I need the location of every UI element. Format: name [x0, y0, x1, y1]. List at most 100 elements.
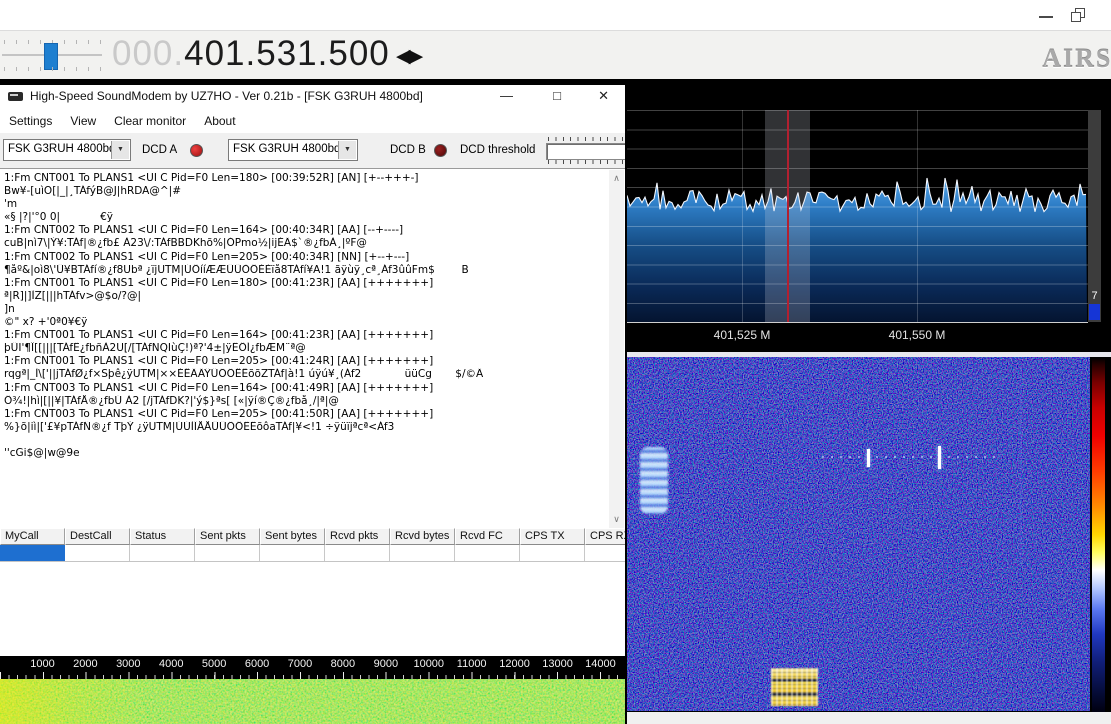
menu-item[interactable]: Settings: [9, 114, 53, 128]
menubar: Settings View Clear monitor About: [0, 108, 625, 133]
dcd-a-led: [190, 144, 203, 157]
slider-ticks: [4, 40, 102, 44]
scale-tick-label: 1000: [30, 658, 55, 670]
column-header[interactable]: CPS RX: [585, 528, 625, 545]
minimize-icon[interactable]: [1039, 16, 1053, 18]
tune-left-icon[interactable]: ◀: [396, 46, 411, 67]
monitor-line: cuB|nì7\|Ý¥:TÁf|®¿fb£ À23\/:TÁfBBDKhõ%|Ó…: [4, 237, 367, 250]
scale-tick-label: 6000: [244, 658, 270, 670]
column-header[interactable]: Sent pkts: [195, 528, 260, 545]
modem-b-value: FSK G3RUH 4800bd: [233, 143, 341, 155]
soundmodem-icon: [8, 92, 23, 101]
selected-cell[interactable]: [0, 545, 65, 561]
column-header[interactable]: CPS TX: [520, 528, 585, 545]
scale-tick-label: 11000: [456, 658, 487, 670]
frequency-axis-line: [627, 322, 1088, 323]
threshold-ticks: [548, 137, 625, 141]
connections-table: MyCall DestCall Status Sent pkts Sent bytes R…: [0, 528, 625, 568]
dcd-threshold-label: DCD threshold: [460, 144, 536, 156]
monitor-line: þÜI'¶Î[[|||[TÁfË¿fbñÀ2U[/[TÁfNQIùÇ!)ª?'4…: [4, 342, 306, 355]
scale-tick-label: 7000: [287, 658, 313, 670]
tune-arrows: ◀▶: [396, 45, 424, 68]
monitor-area[interactable]: 1:Fm CNT001 To PLANS1 <UI C Pid=F0 Len=1…: [0, 168, 625, 529]
modem-b-select[interactable]: FSK G3RUH 4800bd ▼: [228, 139, 358, 161]
column-header[interactable]: MyCall: [0, 528, 65, 545]
tuned-frequency-marker: [787, 110, 789, 322]
monitor-line: 1:Fm CNT003 To PLANS1 <UI C Pid=F0 Len=1…: [4, 381, 434, 394]
monitor-line: 1:Fm CNT002 To PLANS1 <UI C Pid=F0 Len=1…: [4, 224, 404, 237]
scroll-up-icon[interactable]: ∧: [613, 173, 620, 183]
table-row: [0, 545, 625, 562]
scrollbar[interactable]: ∧ ∨: [609, 170, 624, 528]
column-header[interactable]: DestCall: [65, 528, 130, 545]
monitor-line: ¶åº&|oì8\'Ü¥BTÁfí®¿f8Ubª ¿ïjUTM|ÚÔííÆÆÜÜ…: [4, 263, 469, 276]
modem-a-value: FSK G3RUH 4800bd: [8, 143, 116, 155]
monitor-line: 1:Fm CNT001 To PLANS1 <UI C Pid=F0 Len=1…: [4, 276, 434, 289]
spectrum-panel[interactable]: 7 401,525 M 401,550 M: [627, 85, 1111, 352]
frequency-scale: 1000 2000 3000 4000 5000 6000 7000 8000 9000 1000…: [0, 656, 625, 679]
scale-tick-marks: [0, 672, 625, 679]
scale-tick-label: 12000: [499, 658, 530, 670]
soundmodem-titlebar[interactable]: High-Speed SoundModem by UZ7HO - Ver 0.2…: [0, 85, 625, 108]
monitor-line: 1:Fm CNT002 To PLANS1 <UI C Pid=F0 Len=2…: [4, 250, 410, 263]
scale-tick-label: 13000: [542, 658, 573, 670]
scale-tick-label: 3000: [116, 658, 141, 670]
threshold-ticks: [548, 160, 625, 164]
monitor-line: 1:Fm CNT001 To PLANS1 <UI C Pid=F0 Len=1…: [4, 172, 419, 184]
monitor-line: «§ |?|'°0 0| €ÿ: [4, 211, 113, 224]
host-titlebar: [0, 0, 1111, 31]
monitor-text: 1:Fm CNT001 To PLANS1 <UI C Pid=F0 Len=1…: [4, 172, 607, 460]
frequency-prefix: 000.: [112, 34, 185, 73]
modem-a-select[interactable]: FSK G3RUH 4800bd ▼: [3, 139, 131, 161]
panel-divider: [627, 352, 1111, 357]
menu-item[interactable]: About: [204, 114, 236, 128]
monitor-line: ª|R]|]ÌZ[|||hTÁfv>@$o/?@|: [4, 289, 142, 302]
scale-labels: 1000 2000 3000 4000 5000 6000 7000 8000 9000 1000…: [21, 658, 622, 670]
signal-blob: [640, 447, 668, 514]
column-header[interactable]: Status: [130, 528, 195, 545]
tuning-slider[interactable]: [0, 31, 106, 79]
frequency-value: 401.531.500: [184, 34, 390, 73]
monitor-line: Bw¥-[uìO[|_|¸TÁfýB@J|hRDA@^|#: [4, 185, 182, 198]
threshold-track[interactable]: [546, 143, 625, 160]
tune-right-icon[interactable]: ▶: [408, 46, 424, 67]
waterfall-noise: [627, 357, 1090, 711]
scale-tick-label: 14000: [585, 658, 616, 670]
signal-dash: [938, 446, 941, 469]
monitor-line: [4, 434, 607, 447]
scroll-down-icon[interactable]: ∨: [613, 514, 620, 524]
restore-icon[interactable]: [1071, 8, 1085, 22]
sdr-toolbar: 000.401.531.500 ◀▶ AIRSPY: [0, 30, 1111, 79]
column-header[interactable]: Rcvd FC: [455, 528, 520, 545]
scale-tick-label: 2000: [73, 658, 98, 670]
spectrum-trace: [627, 177, 1087, 322]
range-slider-handle[interactable]: [1089, 304, 1100, 320]
monitor-line: ]n: [4, 302, 15, 315]
close-button[interactable]: ✕: [598, 88, 609, 103]
chevron-down-icon[interactable]: ▼: [338, 141, 356, 159]
scale-tick-label: 9000: [373, 658, 399, 670]
chevron-down-icon[interactable]: ▼: [111, 141, 129, 159]
column-header[interactable]: Sent bytes: [260, 528, 325, 545]
column-header[interactable]: Rcvd bytes: [390, 528, 455, 545]
scale-tick-label: 10000: [413, 658, 445, 670]
frequency-display[interactable]: 000.401.531.500: [112, 34, 390, 74]
dcd-b-label: DCD B: [390, 144, 426, 156]
monitor-line: ©" x? +'0ª0¥€ÿ: [4, 316, 88, 329]
sdr-waterfall[interactable]: [627, 357, 1111, 712]
minimize-button[interactable]: —: [500, 88, 513, 103]
monitor-line: Ô¾!|hì|[||¥|TÁfÅ®¿fbÚ À2 [/jTÁfDK?|'ý$}ª…: [4, 394, 339, 407]
dcd-a-label: DCD A: [142, 144, 178, 156]
range-slider-bar[interactable]: 7: [1088, 110, 1101, 322]
maximize-button[interactable]: □: [553, 88, 561, 103]
menu-item[interactable]: Clear monitor: [114, 114, 187, 128]
soundmodem-waterfall[interactable]: [0, 679, 625, 724]
monitor-line: %}õ|iì|['£¥pTÁfÑ®¿f TþÝ ¿ÿUTM|ÚÚÌÏÅÅÜÜÕÔ…: [4, 420, 395, 433]
dcd-threshold-slider[interactable]: [546, 136, 625, 165]
freq-axis-label: 401,525 M: [713, 328, 771, 342]
slider-handle[interactable]: [44, 43, 58, 70]
column-header[interactable]: Rcvd pkts: [325, 528, 390, 545]
menu-item[interactable]: View: [70, 114, 97, 128]
signal-dash: [867, 449, 870, 467]
slider-ticks: [4, 67, 102, 71]
